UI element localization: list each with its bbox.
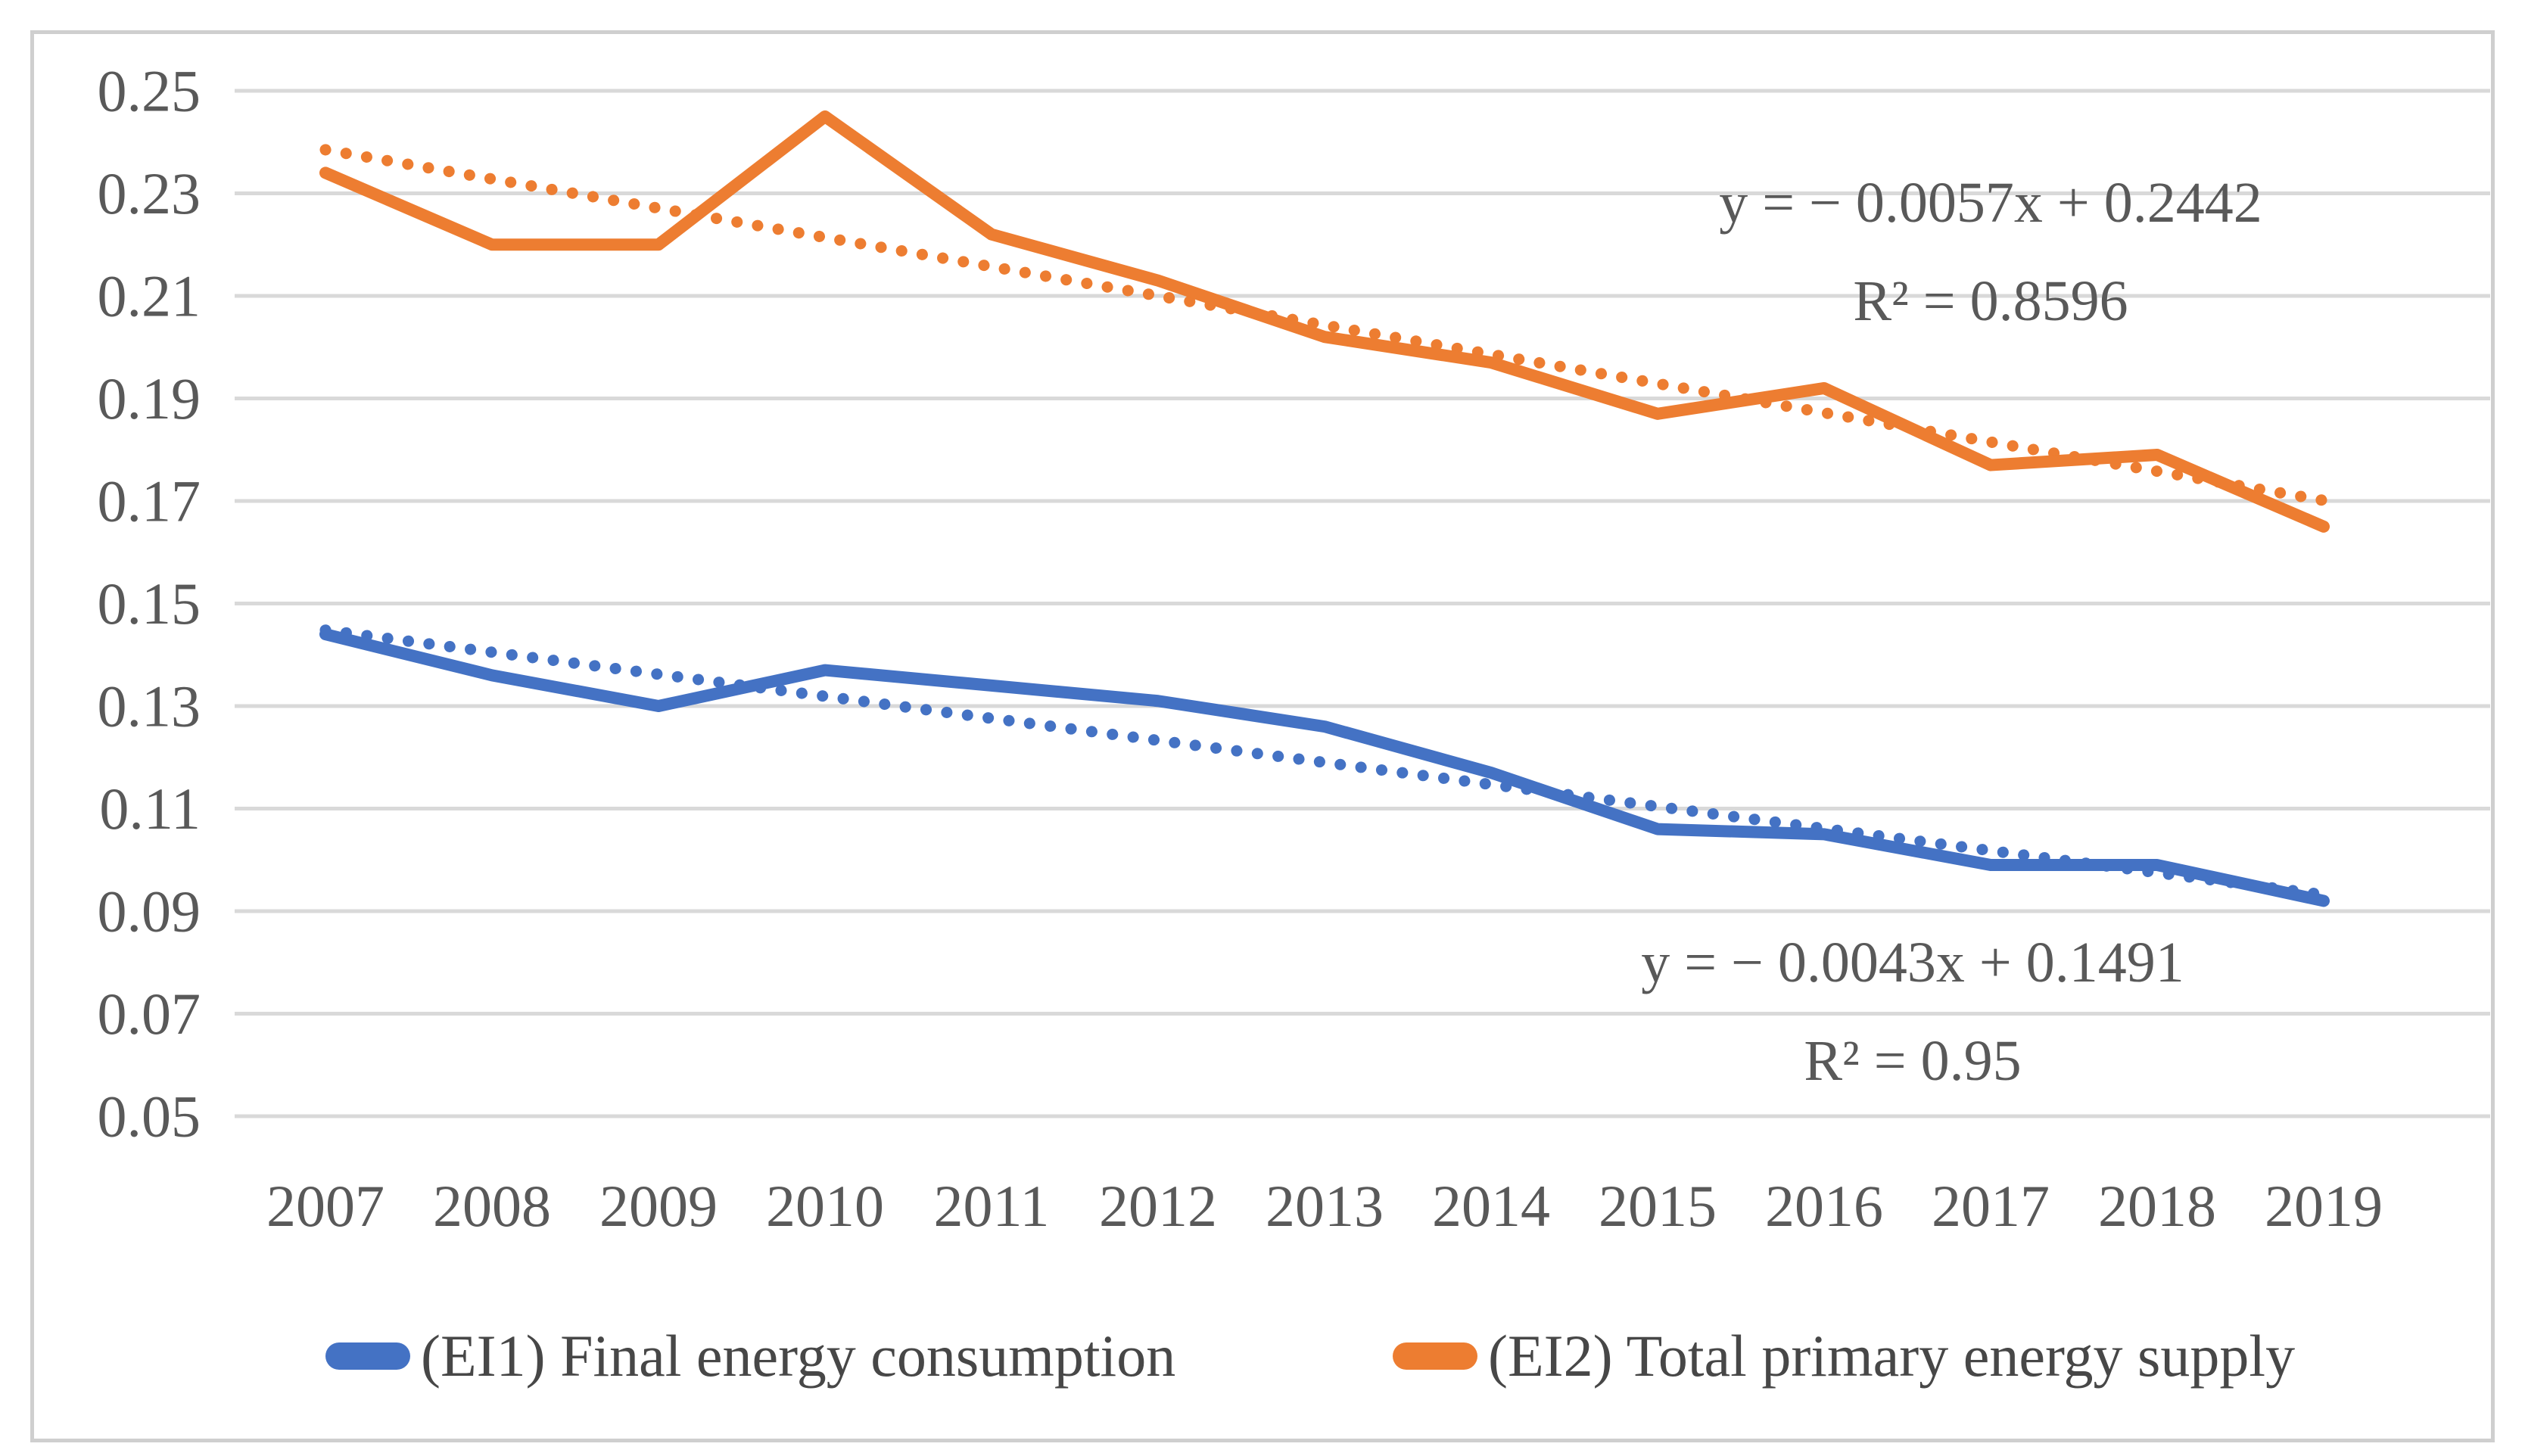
annotation-ei1-trend: y = − 0.0043x + 0.1491 R² = 0.95	[1641, 913, 2184, 1110]
y-axis-tick-label: 0.11	[99, 776, 201, 842]
x-axis-tick-label: 2017	[1932, 1173, 2050, 1239]
legend-item-ei2: (EI2) Total primary energy supply	[1393, 1323, 2296, 1389]
trendline-ei1	[319, 624, 2330, 901]
x-axis-tick-label: 2014	[1432, 1173, 1550, 1239]
series-line-ei2	[319, 110, 2330, 533]
x-axis-tick-label: 2010	[766, 1173, 884, 1239]
legend-label-ei2: (EI2) Total primary energy supply	[1488, 1323, 2296, 1389]
x-axis-tick-label: 2016	[1765, 1173, 1883, 1239]
annotation-ei2-trend: y = − 0.0057x + 0.2442 R² = 0.8596	[1719, 154, 2262, 350]
y-axis-tick-label: 0.15	[98, 571, 201, 636]
y-axis-tick-label: 0.23	[98, 160, 201, 226]
legend-label-ei1: (EI1) Final energy consumption	[421, 1323, 1176, 1389]
chart-frame	[30, 30, 2495, 1442]
y-axis-tick-label: 0.17	[98, 468, 201, 534]
x-axis-tick-label: 2018	[2098, 1173, 2216, 1239]
y-axis-tick-label: 0.21	[98, 263, 201, 329]
annotation-ei1-equation: y = − 0.0043x + 0.1491	[1641, 931, 2184, 994]
annotation-ei2-r-squared: R² = 0.8596	[1853, 269, 2128, 333]
series-line-ei1	[319, 628, 2330, 907]
x-axis-tick-label: 2011	[933, 1173, 1049, 1239]
y-axis-tick-label: 0.09	[98, 879, 201, 944]
trendline-ei2	[319, 144, 2330, 506]
x-axis-tick-label: 2019	[2265, 1173, 2383, 1239]
annotation-ei2-equation: y = − 0.0057x + 0.2442	[1719, 171, 2262, 235]
legend-swatch-ei2	[1393, 1342, 1477, 1370]
x-axis-tick-label: 2012	[1099, 1173, 1217, 1239]
y-axis-tick-label: 0.19	[98, 366, 201, 431]
x-axis-tick-label: 2007	[266, 1173, 385, 1239]
x-axis-tick-label: 2009	[599, 1173, 718, 1239]
x-axis-tick-label: 2008	[433, 1173, 551, 1239]
y-axis-tick-label: 0.05	[98, 1084, 201, 1150]
legend-item-ei1: (EI1) Final energy consumption	[325, 1323, 1176, 1389]
x-axis-tick-label: 2013	[1266, 1173, 1384, 1239]
annotation-ei1-r-squared: R² = 0.95	[1804, 1029, 2022, 1093]
legend-swatch-ei1	[325, 1342, 410, 1370]
y-axis-tick-label: 0.25	[98, 58, 201, 124]
y-axis-tick-label: 0.07	[98, 981, 201, 1047]
y-axis-tick-label: 0.13	[98, 674, 201, 739]
x-axis-tick-label: 2015	[1599, 1173, 1717, 1239]
